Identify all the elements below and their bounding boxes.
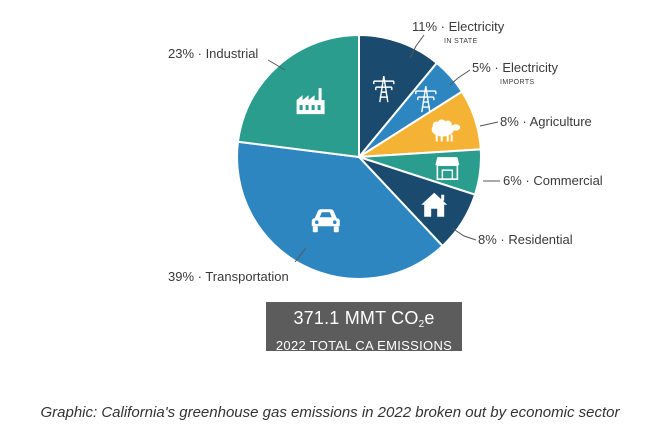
factory-icon (296, 88, 325, 115)
total-emissions-value: 371.1 MMT CO2e (293, 308, 435, 330)
power-tower-icon (373, 76, 395, 103)
sheep-icon (431, 119, 461, 142)
slice-label: 8% · Agriculture (500, 114, 592, 129)
pie-slices (236, 33, 482, 280)
figure-caption: Graphic: California's greenhouse gas emi… (40, 404, 620, 421)
power-tower-icon (415, 85, 437, 113)
leader-line (449, 69, 471, 86)
car-icon (311, 209, 340, 233)
slice-label: 5% · Electricity (472, 60, 558, 75)
storefront-icon (435, 157, 460, 180)
slice-label: 39% · Transportation (168, 269, 289, 284)
leader-line (479, 121, 499, 127)
slice-label: 11% · Electricity (412, 19, 505, 34)
total-emissions-label: 2022 TOTAL CA EMISSIONS (275, 338, 453, 353)
total-emissions-box: 371.1 MMT CO2e 2022 TOTAL CA EMISSIONS (266, 302, 462, 353)
pie-slice-transportation (236, 140, 444, 280)
slice-label: 8% · Residential (478, 232, 573, 247)
pie-labels: 11% · Electricity IN STATE 5% · Electricit… (168, 19, 603, 284)
house-icon (421, 192, 448, 217)
pie-icons (296, 76, 461, 233)
pie-slice-industrial (236, 33, 360, 159)
leader-line (451, 227, 477, 241)
slice-label: 23% · Industrial (168, 46, 258, 61)
slice-label: 6% · Commercial (503, 173, 603, 188)
pie-slice-electricity-in-state (358, 33, 439, 160)
leader-line (409, 34, 425, 59)
leader-line (294, 247, 307, 263)
slice-sublabel: IMPORTS (500, 79, 535, 86)
slice-sublabel: IN STATE (444, 38, 478, 45)
leader-line (267, 59, 286, 71)
